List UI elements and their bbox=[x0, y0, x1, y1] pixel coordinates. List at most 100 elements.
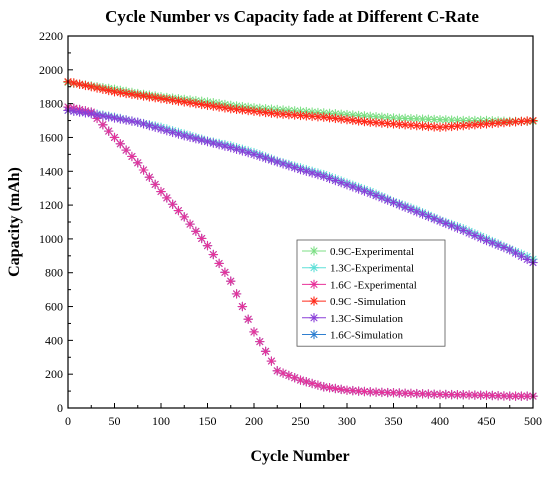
x-tick-label: 400 bbox=[431, 414, 449, 428]
data-point bbox=[359, 116, 370, 127]
data-point bbox=[324, 382, 335, 393]
legend-label: 1.3C-Simulation bbox=[330, 313, 404, 325]
data-point bbox=[237, 105, 248, 115]
data-point bbox=[133, 117, 143, 127]
data-point bbox=[249, 149, 259, 160]
data-point bbox=[144, 172, 155, 182]
data-point bbox=[98, 111, 108, 121]
data-point bbox=[69, 78, 79, 88]
data-point bbox=[115, 87, 126, 98]
data-point bbox=[324, 173, 335, 184]
data-point bbox=[185, 132, 195, 142]
data-point bbox=[260, 107, 271, 118]
data-point bbox=[121, 145, 131, 155]
data-point bbox=[86, 109, 96, 119]
data-point bbox=[301, 377, 312, 387]
data-point bbox=[179, 131, 189, 141]
data-point bbox=[156, 186, 166, 197]
data-point bbox=[243, 105, 253, 116]
data-point bbox=[127, 151, 137, 162]
data-point bbox=[336, 114, 346, 124]
data-point bbox=[103, 112, 114, 122]
data-point bbox=[330, 113, 341, 124]
data-point bbox=[220, 267, 230, 278]
data-point bbox=[202, 100, 213, 111]
data-point bbox=[353, 386, 364, 396]
x-axis: 0 50 100 150 200 250 300 350 400 450 500 bbox=[65, 403, 542, 428]
data-point bbox=[464, 390, 474, 400]
data-point bbox=[98, 84, 108, 95]
y-tick-label: 200 bbox=[45, 367, 63, 381]
data-point bbox=[278, 159, 288, 169]
data-point bbox=[231, 104, 242, 115]
data-point bbox=[80, 80, 91, 91]
data-point bbox=[377, 118, 387, 128]
y-tick-label: 1800 bbox=[39, 97, 63, 111]
data-point bbox=[272, 157, 283, 167]
data-point bbox=[92, 110, 102, 120]
data-point bbox=[103, 126, 114, 136]
data-point bbox=[121, 115, 131, 125]
data-point bbox=[295, 164, 306, 175]
data-point bbox=[191, 226, 201, 237]
series-0-9c-simulation bbox=[63, 76, 538, 133]
data-point bbox=[260, 346, 271, 357]
data-point bbox=[109, 113, 120, 123]
data-point bbox=[208, 101, 219, 111]
data-point bbox=[69, 106, 79, 116]
data-point bbox=[365, 387, 376, 397]
x-tick-label: 350 bbox=[385, 414, 403, 428]
data-point bbox=[133, 90, 143, 100]
data-point bbox=[313, 169, 323, 180]
data-point bbox=[80, 108, 91, 118]
x-tick-label: 150 bbox=[199, 414, 217, 428]
data-point bbox=[260, 153, 271, 163]
data-point bbox=[150, 179, 160, 190]
data-point bbox=[255, 107, 265, 117]
data-point bbox=[475, 233, 486, 243]
data-point bbox=[324, 113, 335, 123]
data-point bbox=[191, 98, 201, 109]
data-point bbox=[202, 136, 213, 147]
legend-item: 1.3C-Simulation bbox=[302, 313, 404, 325]
data-point bbox=[255, 151, 265, 162]
data-point bbox=[156, 93, 166, 104]
data-point bbox=[156, 124, 166, 134]
x-tick-label: 450 bbox=[478, 414, 496, 428]
legend-label: 0.9C -Simulation bbox=[330, 296, 406, 308]
data-point bbox=[266, 155, 277, 165]
x-tick-label: 500 bbox=[524, 414, 542, 428]
data-point bbox=[138, 119, 149, 129]
data-point bbox=[313, 380, 323, 390]
legend-item: 1.6C -Experimental bbox=[302, 279, 417, 291]
y-tick-label: 1400 bbox=[39, 164, 63, 178]
x-tick-label: 300 bbox=[338, 414, 356, 428]
legend-marker bbox=[309, 329, 319, 340]
y-tick-label: 600 bbox=[45, 300, 63, 314]
y-tick-label: 800 bbox=[45, 266, 63, 280]
data-point bbox=[86, 81, 96, 92]
data-point bbox=[98, 120, 108, 130]
legend-marker bbox=[309, 313, 319, 323]
data-point bbox=[162, 125, 172, 136]
y-tick-label: 1600 bbox=[39, 130, 63, 144]
data-point bbox=[470, 390, 480, 400]
data-point bbox=[115, 139, 126, 149]
data-point bbox=[301, 166, 312, 177]
data-point bbox=[121, 88, 131, 99]
legend-box bbox=[296, 239, 446, 347]
data-point bbox=[318, 382, 329, 392]
data-point bbox=[388, 113, 399, 123]
data-point bbox=[133, 158, 143, 168]
series-1-6c-experimental bbox=[63, 102, 538, 401]
data-point bbox=[214, 102, 224, 112]
data-point bbox=[167, 127, 178, 138]
data-point bbox=[185, 219, 195, 229]
data-point bbox=[208, 249, 219, 260]
y-tick-label: 1200 bbox=[39, 198, 63, 212]
data-point bbox=[226, 276, 236, 286]
data-point bbox=[266, 108, 277, 118]
data-point bbox=[173, 129, 184, 139]
data-point bbox=[138, 91, 149, 101]
data-point bbox=[167, 95, 178, 106]
